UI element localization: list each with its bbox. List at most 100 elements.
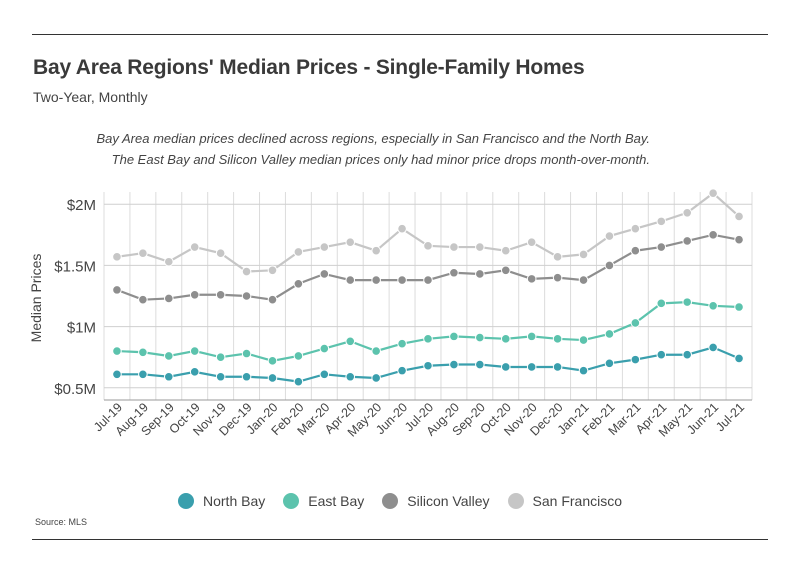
data-point-north-bay: [241, 371, 252, 382]
data-point-silicon-valley: [215, 289, 226, 300]
chart-subtitle: Two-Year, Monthly: [33, 89, 148, 105]
data-point-north-bay: [578, 365, 589, 376]
y-tick-label: $1.5M: [54, 258, 96, 275]
data-point-east-bay: [267, 356, 278, 366]
data-point-silicon-valley: [526, 274, 537, 284]
data-point-east-bay: [449, 331, 459, 342]
data-point-east-bay: [345, 336, 356, 347]
data-point-silicon-valley: [734, 234, 744, 245]
data-point-san-francisco: [449, 242, 459, 252]
data-point-silicon-valley: [682, 236, 693, 246]
data-point-east-bay: [319, 343, 330, 354]
data-point-north-bay: [397, 365, 407, 376]
legend-item-east-bay: East Bay: [283, 493, 364, 509]
source-note: Source: MLS: [35, 517, 88, 527]
data-point-san-francisco: [215, 248, 226, 258]
data-point-san-francisco: [734, 211, 744, 222]
legend-swatch: [283, 493, 300, 509]
data-point-east-bay: [164, 351, 174, 361]
data-point-silicon-valley: [241, 291, 252, 301]
data-point-silicon-valley: [630, 245, 641, 256]
data-point-north-bay: [112, 369, 122, 380]
data-point-san-francisco: [189, 242, 200, 252]
legend-label: San Francisco: [532, 493, 622, 509]
data-point-north-bay: [371, 373, 381, 383]
data-point-san-francisco: [241, 266, 252, 277]
y-tick-label: $0.5M: [54, 381, 96, 398]
data-point-san-francisco: [267, 265, 278, 276]
data-point-silicon-valley: [604, 260, 615, 271]
data-point-san-francisco: [682, 208, 693, 218]
data-point-east-bay: [526, 331, 537, 342]
data-point-north-bay: [682, 349, 693, 360]
data-point-north-bay: [552, 362, 563, 372]
data-point-north-bay: [449, 359, 459, 370]
data-point-north-bay: [656, 349, 667, 360]
top-rule: [32, 34, 768, 35]
data-point-north-bay: [526, 362, 537, 372]
data-point-silicon-valley: [371, 275, 381, 285]
data-point-east-bay: [189, 346, 200, 356]
data-point-silicon-valley: [500, 265, 511, 276]
data-point-east-bay: [656, 298, 667, 309]
data-point-north-bay: [319, 369, 330, 380]
data-point-east-bay: [293, 351, 304, 361]
data-point-east-bay: [708, 300, 718, 311]
data-point-silicon-valley: [319, 269, 330, 279]
data-point-east-bay: [475, 332, 485, 343]
data-point-east-bay: [241, 348, 252, 359]
data-point-east-bay: [138, 347, 148, 358]
data-point-san-francisco: [138, 248, 148, 258]
legend-label: East Bay: [308, 493, 365, 509]
data-point-north-bay: [500, 362, 511, 372]
series-line-san-francisco: [116, 191, 740, 273]
data-point-san-francisco: [397, 223, 407, 234]
data-point-silicon-valley: [552, 272, 563, 283]
data-point-north-bay: [215, 371, 226, 382]
y-tick-label: $2M: [67, 197, 96, 214]
data-point-east-bay: [630, 318, 641, 328]
data-point-san-francisco: [578, 249, 589, 260]
data-point-north-bay: [267, 373, 278, 383]
series-line-east-bay: [116, 301, 740, 362]
legend-item-north-bay: North Bay: [178, 493, 265, 509]
data-point-san-francisco: [500, 245, 511, 256]
data-point-san-francisco: [293, 247, 304, 257]
data-point-silicon-valley: [449, 267, 459, 278]
data-point-silicon-valley: [397, 275, 407, 285]
data-point-silicon-valley: [423, 275, 433, 285]
data-point-north-bay: [630, 354, 641, 365]
data-point-silicon-valley: [112, 285, 122, 295]
legend-item-silicon-valley: Silicon Valley: [382, 493, 490, 509]
data-point-east-bay: [604, 329, 615, 339]
chart-legend: North Bay East Bay Silicon Valley San Franc…: [0, 493, 800, 509]
data-point-silicon-valley: [267, 294, 278, 305]
data-point-east-bay: [371, 346, 381, 356]
data-point-silicon-valley: [345, 275, 356, 285]
data-point-san-francisco: [604, 231, 615, 241]
data-point-silicon-valley: [164, 293, 174, 304]
data-point-north-bay: [164, 371, 174, 382]
data-point-san-francisco: [552, 252, 563, 262]
data-point-silicon-valley: [578, 275, 589, 285]
data-point-north-bay: [189, 367, 200, 377]
data-point-silicon-valley: [656, 242, 667, 252]
data-point-east-bay: [578, 335, 589, 345]
data-point-san-francisco: [630, 223, 641, 234]
legend-item-san-francisco: San Francisco: [507, 493, 622, 509]
legend-label: Silicon Valley: [407, 493, 490, 509]
data-point-silicon-valley: [708, 230, 718, 240]
y-axis-label: Median Prices: [28, 254, 44, 343]
data-point-east-bay: [734, 302, 744, 312]
data-point-san-francisco: [423, 241, 433, 251]
data-point-east-bay: [682, 297, 693, 307]
data-point-north-bay: [734, 353, 744, 364]
data-point-san-francisco: [475, 242, 485, 252]
data-point-east-bay: [552, 334, 563, 344]
chart-title: Bay Area Regions' Median Prices - Single…: [33, 56, 585, 79]
legend-swatch: [382, 493, 399, 509]
data-point-north-bay: [475, 359, 485, 370]
chart-annotation: Bay Area median prices declined across r…: [96, 131, 650, 167]
data-point-san-francisco: [164, 256, 174, 267]
